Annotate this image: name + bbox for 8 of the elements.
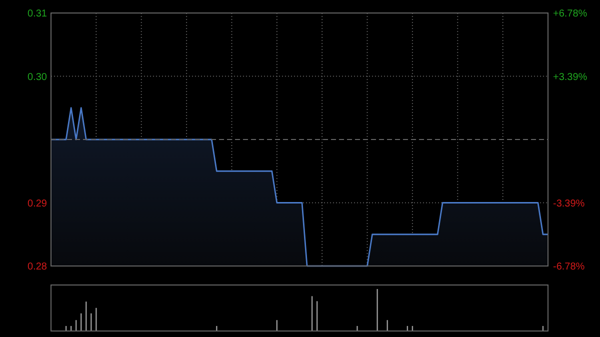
y2-tick-label: +3.39% — [553, 72, 588, 83]
y2-tick-label: -6.78% — [553, 262, 585, 272]
y-tick-label: 0.28 — [28, 262, 48, 272]
y2-tick-label: +6.78% — [553, 8, 588, 20]
y-tick-label: 0.29 — [28, 198, 48, 210]
y-tick-label: 0.30 — [28, 72, 48, 83]
y2-tick-label: -3.39% — [553, 198, 585, 210]
y-tick-label: 0.31 — [28, 8, 48, 20]
